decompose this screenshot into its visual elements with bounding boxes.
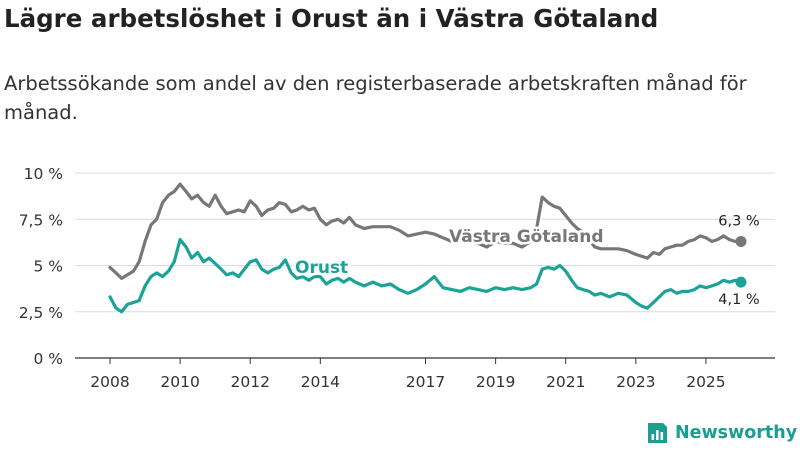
x-tick-label: 2010: [160, 373, 199, 391]
x-tick-label: 2021: [546, 373, 585, 391]
x-tick-label: 2023: [616, 373, 655, 391]
bar-chart-icon: [648, 423, 667, 443]
y-tick-label: 5 %: [33, 258, 63, 276]
orust-line: [108, 238, 743, 314]
x-tick-label: 2008: [90, 373, 129, 391]
newsworthy-logo[interactable]: Newsworthy: [645, 419, 797, 447]
x-tick-label: 2017: [406, 373, 445, 391]
x-tick-label: 2014: [301, 373, 340, 391]
y-tick-label: 7,5 %: [19, 211, 63, 229]
y-tick-label: 0 %: [33, 350, 63, 368]
chart-subtitle: Arbetssökande som andel av den registerb…: [4, 72, 747, 124]
orust-end-point: [735, 276, 747, 288]
vastra-gotaland-line: [108, 182, 743, 280]
orust-label: Orust: [295, 258, 348, 278]
vastra-end-label: 6,3 %: [718, 213, 759, 229]
vastra-end-point: [735, 235, 747, 247]
orust-end-label: 4,1 %: [718, 292, 759, 308]
x-tick-label: 2025: [686, 373, 725, 391]
vastra-gotaland-label: Västra Götaland: [449, 227, 604, 247]
x-tick-label: 2012: [230, 373, 269, 391]
brand-name: Newsworthy: [675, 423, 798, 443]
chart-title: Lägre arbetslöshet i Orust än i Västra G…: [4, 4, 659, 33]
y-tick-label: 10 %: [24, 165, 63, 183]
y-tick-label: 2,5 %: [19, 304, 63, 322]
x-tick-label: 2019: [476, 373, 515, 391]
